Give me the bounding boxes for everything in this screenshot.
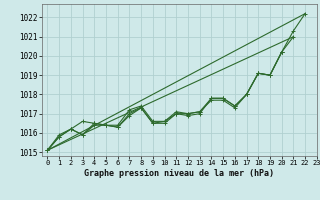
X-axis label: Graphe pression niveau de la mer (hPa): Graphe pression niveau de la mer (hPa) [84,169,274,178]
